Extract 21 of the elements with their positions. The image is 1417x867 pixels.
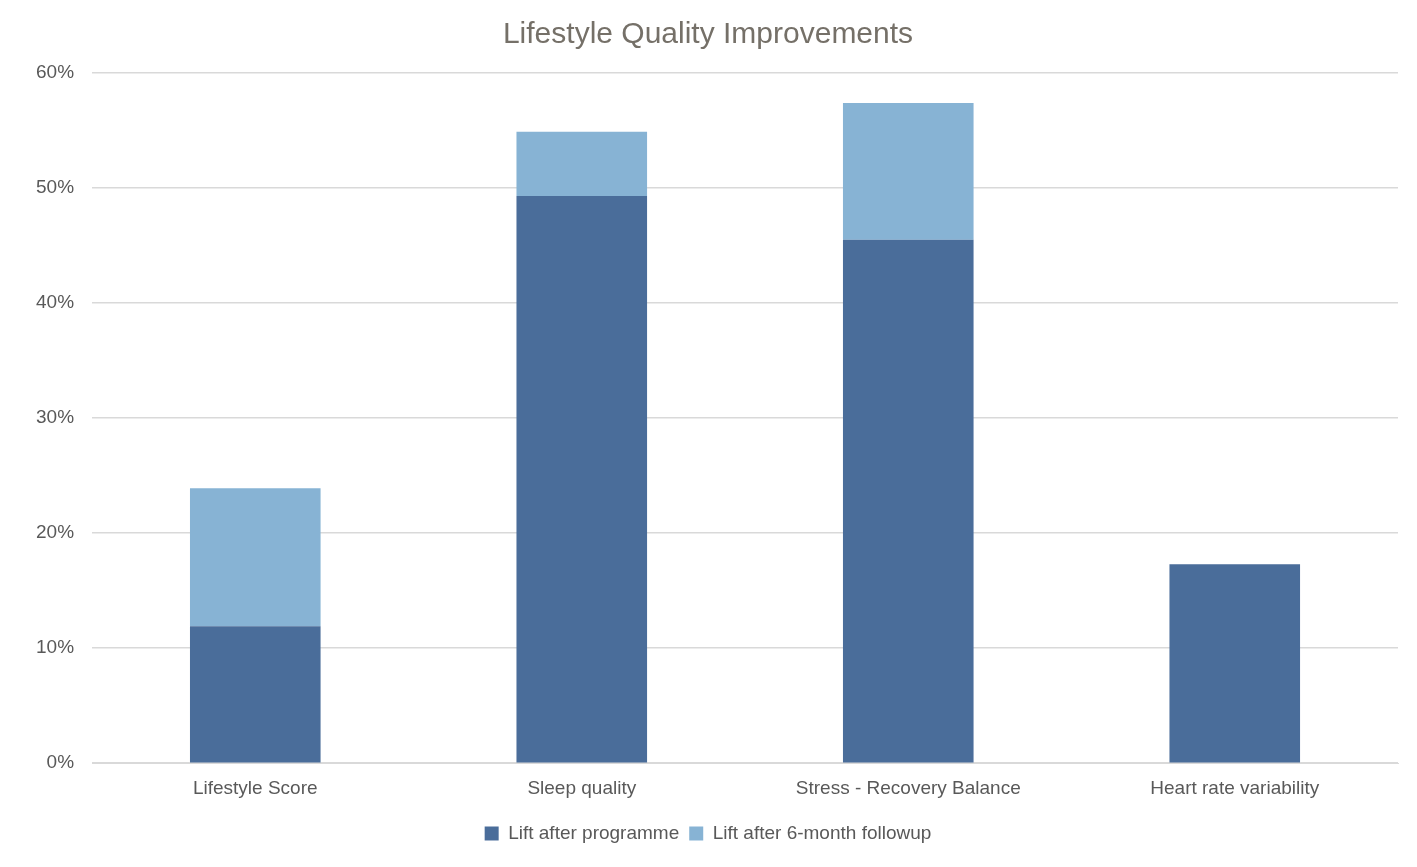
bar xyxy=(516,196,648,763)
bar xyxy=(189,626,321,763)
y-tick-label: 30% xyxy=(36,406,75,428)
y-tick-label: 50% xyxy=(36,176,75,198)
x-tick-label: Lifestyle Score xyxy=(192,776,318,798)
y-tick-label: 10% xyxy=(36,636,75,658)
bar xyxy=(842,239,974,763)
x-tick-label: Stress - Recovery Balance xyxy=(795,776,1021,798)
bar xyxy=(189,488,321,627)
chart-title: Lifestyle Quality Improvements xyxy=(502,16,914,50)
y-tick-label: 40% xyxy=(36,291,75,313)
legend-label: Lift after programme xyxy=(508,821,680,843)
bar xyxy=(1169,564,1301,763)
bar xyxy=(516,131,648,197)
y-tick-label: 0% xyxy=(46,751,75,773)
y-tick-label: 60% xyxy=(36,61,75,83)
x-tick-label: Heart rate variability xyxy=(1150,776,1320,798)
legend-label: Lift after 6-month followup xyxy=(712,821,932,843)
bar xyxy=(842,102,974,240)
y-tick-label: 20% xyxy=(36,521,75,543)
x-tick-label: Sleep quality xyxy=(527,776,637,798)
